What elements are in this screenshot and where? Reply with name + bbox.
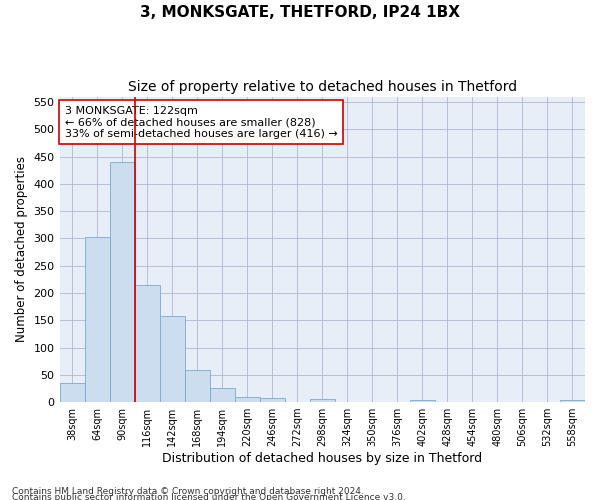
Text: Contains public sector information licensed under the Open Government Licence v3: Contains public sector information licen… bbox=[12, 492, 406, 500]
Bar bbox=[260, 398, 285, 402]
Text: 3, MONKSGATE, THETFORD, IP24 1BX: 3, MONKSGATE, THETFORD, IP24 1BX bbox=[140, 5, 460, 20]
Bar bbox=[134, 285, 160, 402]
Bar bbox=[185, 370, 209, 402]
Text: 3 MONKSGATE: 122sqm
← 66% of detached houses are smaller (828)
33% of semi-detac: 3 MONKSGATE: 122sqm ← 66% of detached ho… bbox=[65, 106, 338, 139]
Y-axis label: Number of detached properties: Number of detached properties bbox=[15, 156, 28, 342]
Bar bbox=[410, 400, 435, 402]
Bar bbox=[209, 388, 235, 402]
Bar bbox=[160, 316, 185, 402]
Title: Size of property relative to detached houses in Thetford: Size of property relative to detached ho… bbox=[128, 80, 517, 94]
X-axis label: Distribution of detached houses by size in Thetford: Distribution of detached houses by size … bbox=[162, 452, 482, 465]
Bar bbox=[235, 396, 260, 402]
Bar bbox=[85, 237, 110, 402]
Bar bbox=[110, 162, 134, 402]
Bar bbox=[310, 400, 335, 402]
Text: Contains HM Land Registry data © Crown copyright and database right 2024.: Contains HM Land Registry data © Crown c… bbox=[12, 487, 364, 496]
Bar bbox=[59, 383, 85, 402]
Bar bbox=[560, 400, 585, 402]
